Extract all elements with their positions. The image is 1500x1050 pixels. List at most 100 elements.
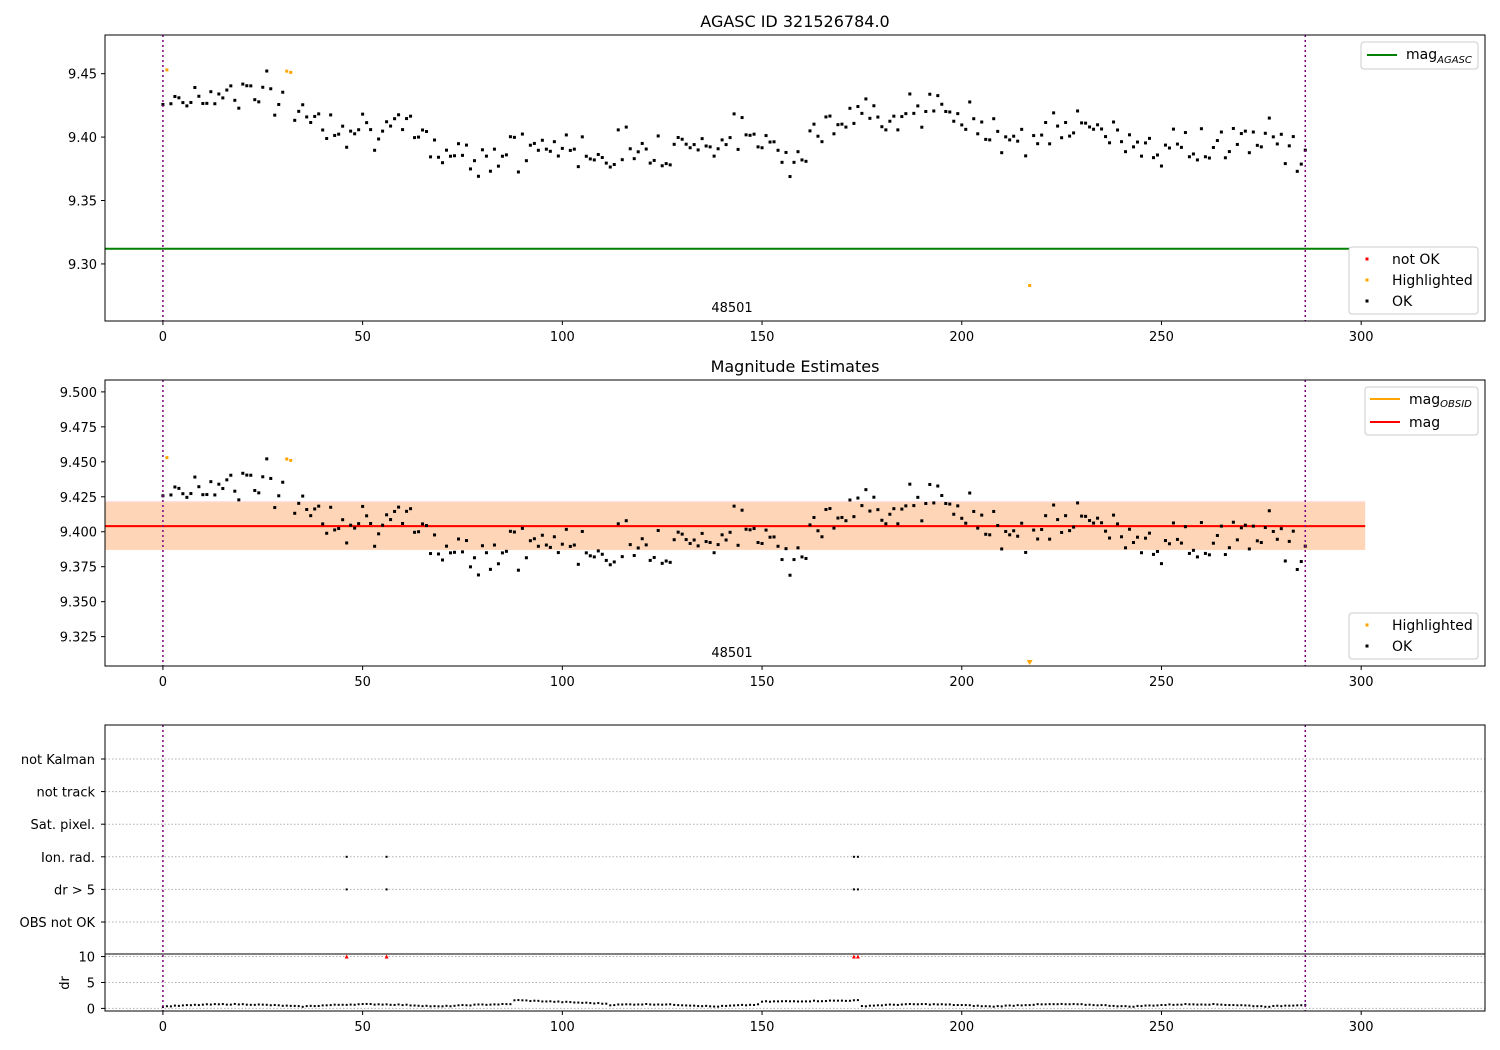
dr-point	[976, 1004, 979, 1007]
data-point-ok	[433, 138, 437, 142]
dr-point	[952, 1004, 955, 1007]
dr-point	[637, 1003, 640, 1006]
x-tick-label: 50	[354, 330, 371, 345]
flag-category-label: Sat. pixel.	[31, 818, 95, 833]
data-point-ok	[464, 539, 468, 543]
dr-point	[629, 1003, 632, 1006]
data-point-ok	[1263, 526, 1267, 530]
dr-point	[1040, 1003, 1043, 1006]
dr-point	[593, 1002, 596, 1005]
data-point-ok	[373, 544, 377, 548]
data-point-ok	[724, 143, 728, 147]
data-point-ok	[576, 165, 580, 169]
data-point-ok	[448, 154, 452, 158]
data-point-ok	[720, 138, 724, 142]
data-point-ok	[764, 528, 768, 532]
data-point-ok	[940, 494, 944, 498]
data-point-ok	[564, 527, 568, 531]
data-point-ok	[1243, 523, 1247, 527]
data-point-ok	[309, 514, 313, 518]
data-point-ok	[620, 555, 624, 559]
data-point-ok	[1259, 541, 1263, 545]
data-point-highlighted	[285, 457, 289, 461]
data-point-ok	[1100, 521, 1104, 525]
dr-point	[1288, 1004, 1291, 1007]
x-tick-label: 250	[1149, 675, 1174, 690]
data-point-ok	[600, 156, 604, 160]
data-point-ok	[552, 535, 556, 539]
data-point-ok	[365, 514, 369, 518]
data-point-ok	[924, 501, 928, 505]
data-point-ok	[341, 518, 345, 522]
dr-point	[1284, 1004, 1287, 1007]
data-point-ok	[680, 137, 684, 141]
dr-point	[569, 1001, 572, 1004]
dr-point	[265, 1003, 268, 1006]
data-point-ok	[916, 104, 920, 108]
panel1-obsid-label: 48501	[711, 301, 752, 316]
dr-point	[1072, 1003, 1075, 1006]
data-point-ok	[1251, 524, 1255, 528]
data-point-ok	[1159, 562, 1163, 566]
data-point-ok	[644, 543, 648, 547]
data-point-ok	[1000, 151, 1004, 155]
dr-point	[501, 1003, 504, 1005]
x-tick-label: 150	[750, 330, 775, 345]
data-point-ok	[792, 160, 796, 164]
dr-point	[533, 999, 536, 1002]
dr-point	[1048, 1003, 1051, 1006]
x-tick-label: 200	[949, 330, 974, 345]
data-point-ok	[800, 555, 804, 559]
data-point-ok	[848, 498, 852, 502]
data-point-ok	[1223, 156, 1227, 160]
data-point-ok	[908, 482, 912, 486]
data-point-ok	[1016, 534, 1020, 538]
data-point-ok	[1116, 128, 1120, 132]
panel3-frame	[104, 724, 1486, 1012]
dr-point	[241, 1003, 244, 1006]
dr-point	[1292, 1004, 1295, 1007]
data-point-ok	[217, 482, 221, 486]
data-point-ok	[257, 491, 261, 495]
data-point-ok	[952, 119, 956, 123]
data-point-ok	[528, 143, 532, 147]
dr-point	[661, 1003, 664, 1006]
data-point-ok	[628, 543, 632, 547]
data-point-ok	[325, 136, 329, 140]
data-point-ok	[908, 92, 912, 96]
data-point-ok	[1203, 155, 1207, 159]
x-tick-label: 0	[159, 330, 167, 345]
data-point-ok	[636, 546, 640, 550]
dr-point	[896, 1003, 899, 1006]
dr-point	[449, 1005, 452, 1008]
data-point-ok	[177, 486, 181, 490]
x-tick-label: 100	[550, 330, 575, 345]
data-point-ok	[932, 501, 936, 505]
dr-point	[433, 1005, 436, 1008]
dr-point	[1296, 1004, 1299, 1007]
data-point-ok	[249, 84, 253, 88]
flag-category-label: not Kalman	[21, 753, 95, 768]
dr-point	[581, 1001, 584, 1004]
data-point-ok	[185, 495, 189, 499]
data-point-ok	[988, 138, 992, 142]
data-point-ok	[972, 117, 976, 121]
data-point-ok	[1032, 528, 1036, 532]
dr-point	[820, 1000, 823, 1003]
dr-point	[689, 1004, 692, 1007]
data-point-ok	[772, 535, 776, 539]
data-point-ok	[540, 138, 544, 142]
data-point-ok	[1171, 127, 1175, 131]
data-point-ok	[776, 544, 780, 548]
data-point-ok	[205, 493, 209, 497]
data-point-ok	[864, 97, 868, 101]
dr-point	[617, 1003, 620, 1006]
dr-point	[485, 1003, 488, 1006]
data-point-ok	[680, 532, 684, 536]
data-point-ok	[349, 523, 353, 527]
legend-label: magOBSID	[1409, 392, 1472, 410]
data-point-ok	[1064, 514, 1068, 518]
data-point-ok	[209, 90, 213, 94]
data-point-ok	[1183, 131, 1187, 135]
dr-point	[181, 1004, 184, 1007]
